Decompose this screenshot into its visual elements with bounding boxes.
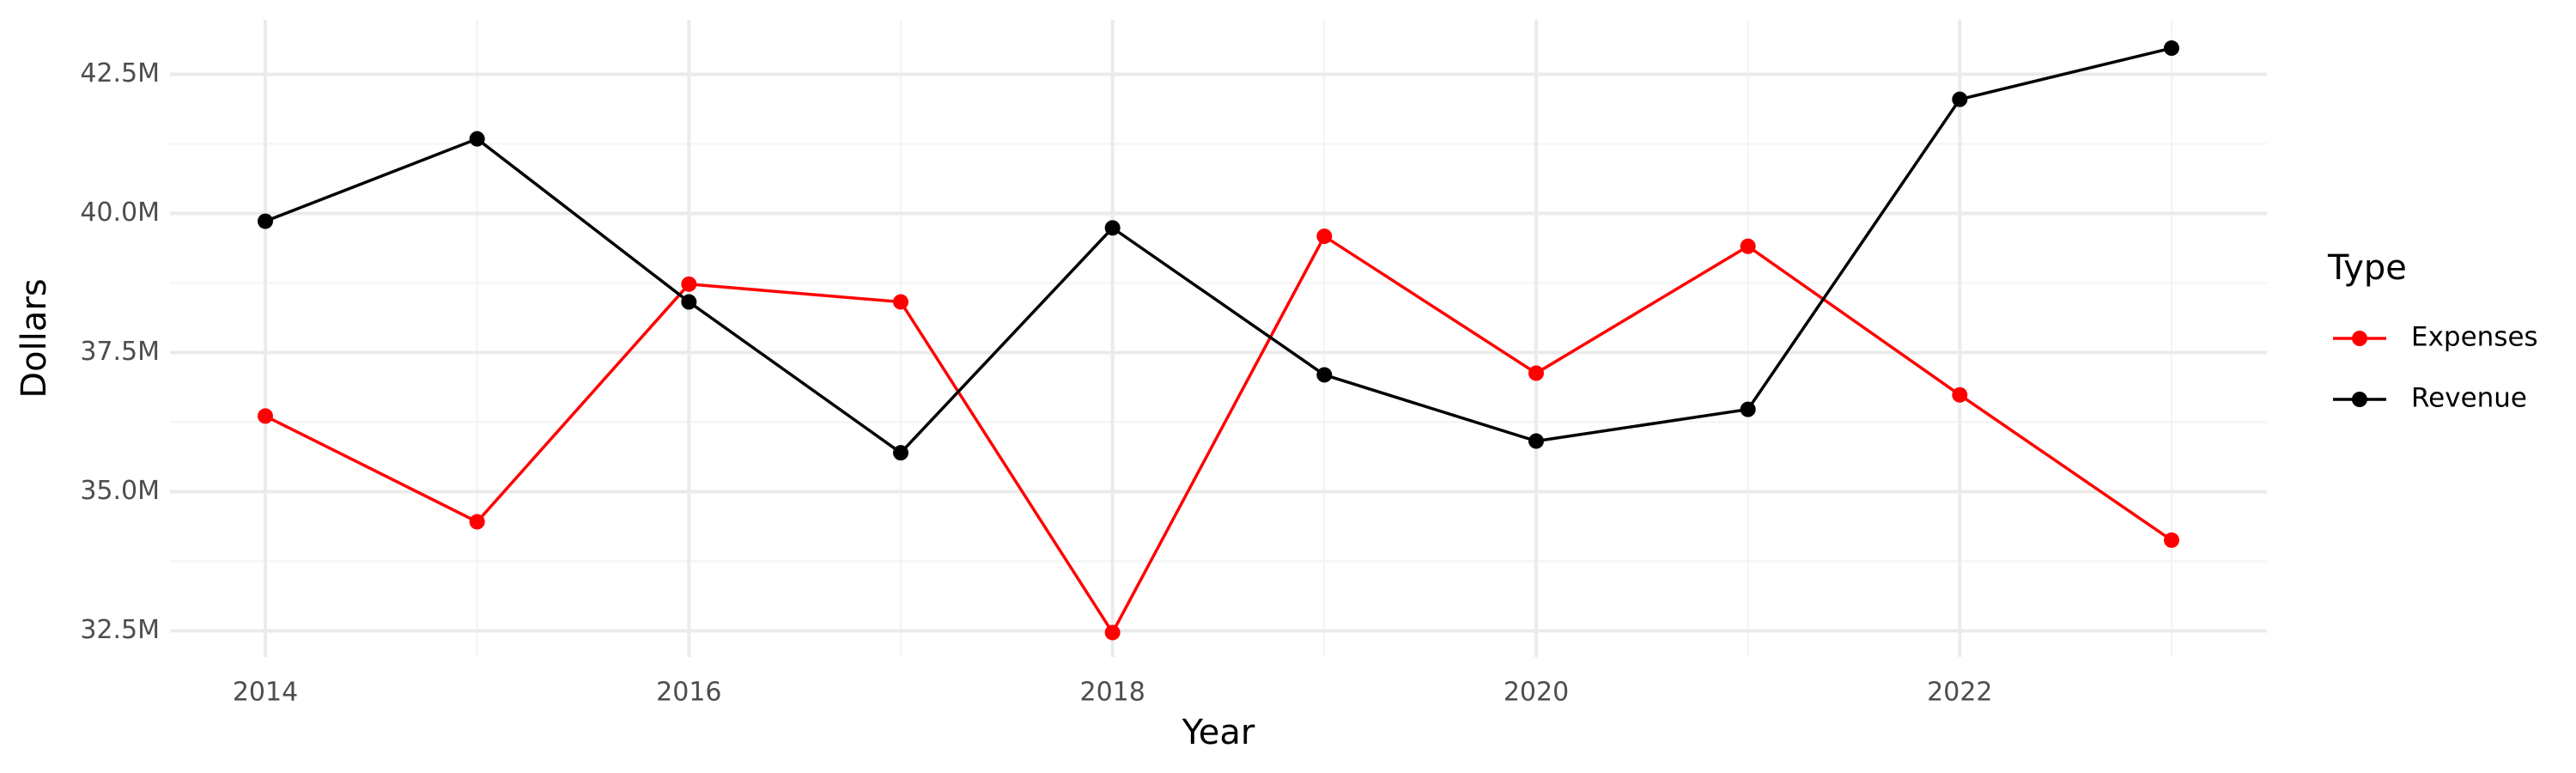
data-point [1104,624,1121,641]
y-axis-title: Dollars [15,278,54,398]
data-point [469,131,485,147]
data-point [1952,91,1968,107]
x-tick-label: 2018 [1079,678,1145,708]
x-tick-label: 2020 [1504,678,1569,708]
x-tick-label: 2014 [233,678,298,708]
data-point [2164,40,2179,57]
data-point [681,276,697,292]
data-point [1740,401,1756,417]
y-tick-label: 42.5M [80,58,160,88]
data-point [1952,386,1968,403]
y-tick-label: 40.0M [80,198,160,228]
legend-label: Revenue [2411,383,2527,414]
series-line [264,234,2172,636]
legend-title: Type [2327,248,2407,288]
legend-label: Expenses [2411,322,2538,353]
y-tick-label: 32.5M [80,615,160,645]
data-point [893,445,908,461]
x-axis-title: Year [1182,713,1255,752]
y-tick-label: 35.0M [80,476,160,506]
data-point [469,514,485,530]
data-point [1104,220,1121,236]
data-point [1528,365,1544,381]
legend-key-point [2352,331,2367,346]
data-point [893,294,908,310]
y-tick-label: 37.5M [80,337,160,367]
series-line [264,46,2172,455]
data-point [258,408,273,424]
data-point [681,294,697,310]
data-point [2164,532,2179,548]
x-tick-label: 2022 [1927,678,1992,708]
data-point [1740,238,1756,254]
data-point [258,213,273,229]
legend-key-point [2352,392,2367,407]
data-point [1316,228,1333,245]
data-point [1316,367,1333,383]
data-point [1528,433,1544,449]
x-tick-label: 2016 [656,678,721,708]
grid [170,20,2267,657]
